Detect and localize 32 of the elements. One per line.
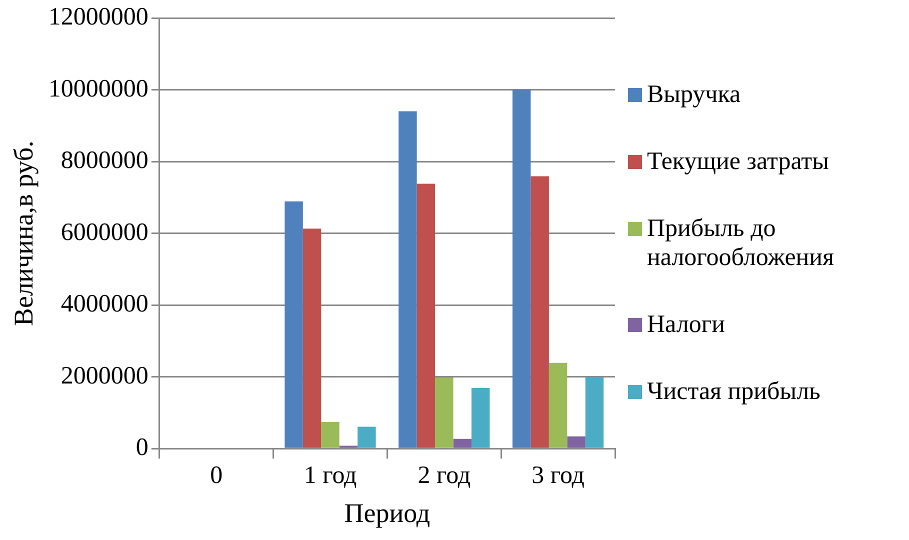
legend-label: Выручка: [647, 80, 741, 109]
bar: [284, 201, 303, 448]
bar: [530, 176, 549, 448]
y-tick-label: 8000000: [60, 147, 148, 174]
bar: [471, 388, 490, 448]
legend-label: Текущие затраты: [647, 147, 829, 176]
y-tick-label: 4000000: [60, 290, 148, 318]
x-axis-title: Период: [344, 498, 430, 528]
bar: [358, 426, 376, 448]
bar: [398, 111, 417, 448]
y-tick-label: 0: [136, 434, 148, 462]
y-tick-label: 12000000: [48, 4, 148, 31]
legend-label: Налоги: [647, 310, 725, 339]
y-tick-label: 10000000: [48, 75, 148, 102]
legend-label: Чистая прибыль: [647, 377, 820, 406]
bar: [302, 228, 322, 448]
bar: [512, 90, 531, 448]
x-tick-label: 3 год: [532, 462, 585, 490]
y-axis-title: Величина,в руб.: [8, 140, 38, 326]
bar: [548, 362, 568, 448]
x-tick-label: 0: [210, 462, 223, 490]
bar: [321, 422, 340, 448]
bar: [567, 436, 586, 448]
y-tick-label: 6000000: [60, 218, 148, 246]
bar: [453, 438, 472, 448]
bar: [585, 376, 604, 448]
bar: [416, 184, 436, 448]
y-tick-label: 2000000: [60, 362, 148, 390]
bar: [435, 378, 454, 448]
legend-label: Прибыль до налогообложения: [647, 214, 836, 272]
x-tick-label: 2 год: [418, 462, 471, 490]
x-tick-label: 1 год: [304, 462, 357, 490]
